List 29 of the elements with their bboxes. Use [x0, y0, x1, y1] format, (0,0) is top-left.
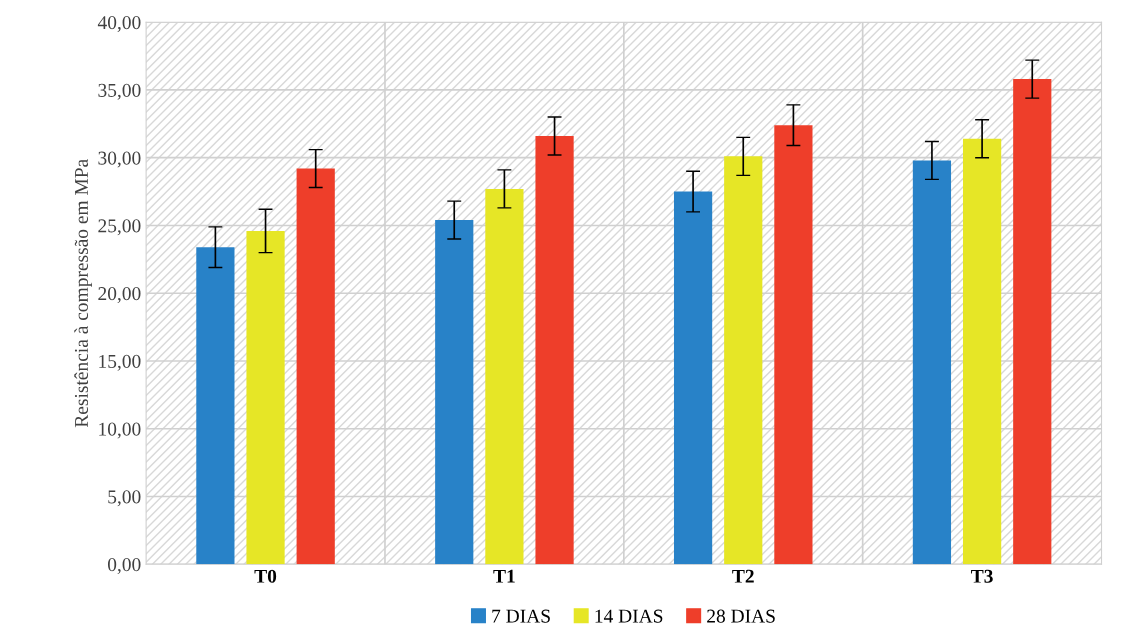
bar [1013, 79, 1052, 565]
bar [296, 168, 335, 565]
bar [724, 156, 763, 565]
y-tick-label: 15,00 [99, 354, 141, 371]
bar [246, 230, 285, 565]
x-tick-label: T3 [971, 569, 993, 583]
bar [435, 220, 474, 565]
x-tick-label: T2 [732, 569, 754, 583]
x-tick-label: T1 [493, 569, 515, 583]
legend-label: 7 DIAS [492, 609, 550, 623]
bar [673, 191, 713, 565]
bar [774, 125, 813, 565]
legend-label: 14 DIAS [595, 609, 663, 623]
y-tick-label: 5,00 [108, 490, 141, 507]
y-tick-label: 0,00 [107, 558, 141, 574]
y-tick-label: 20,00 [98, 287, 141, 303]
bar [912, 160, 952, 565]
y-tick-label: 10,00 [99, 422, 141, 439]
y-tick-label: 30,00 [98, 151, 141, 168]
y-axis-title: Resistência à compressão em MPa [74, 159, 92, 428]
bar [535, 136, 574, 565]
bar [485, 188, 524, 565]
x-tick-label: T0 [254, 569, 277, 583]
bar [962, 138, 1002, 565]
y-tick-label: 35,00 [98, 83, 141, 100]
legend-label: 28 DIAS [707, 609, 775, 623]
bar [196, 247, 235, 565]
y-tick-label: 40,00 [97, 16, 141, 32]
y-tick-label: 25,00 [98, 219, 141, 236]
